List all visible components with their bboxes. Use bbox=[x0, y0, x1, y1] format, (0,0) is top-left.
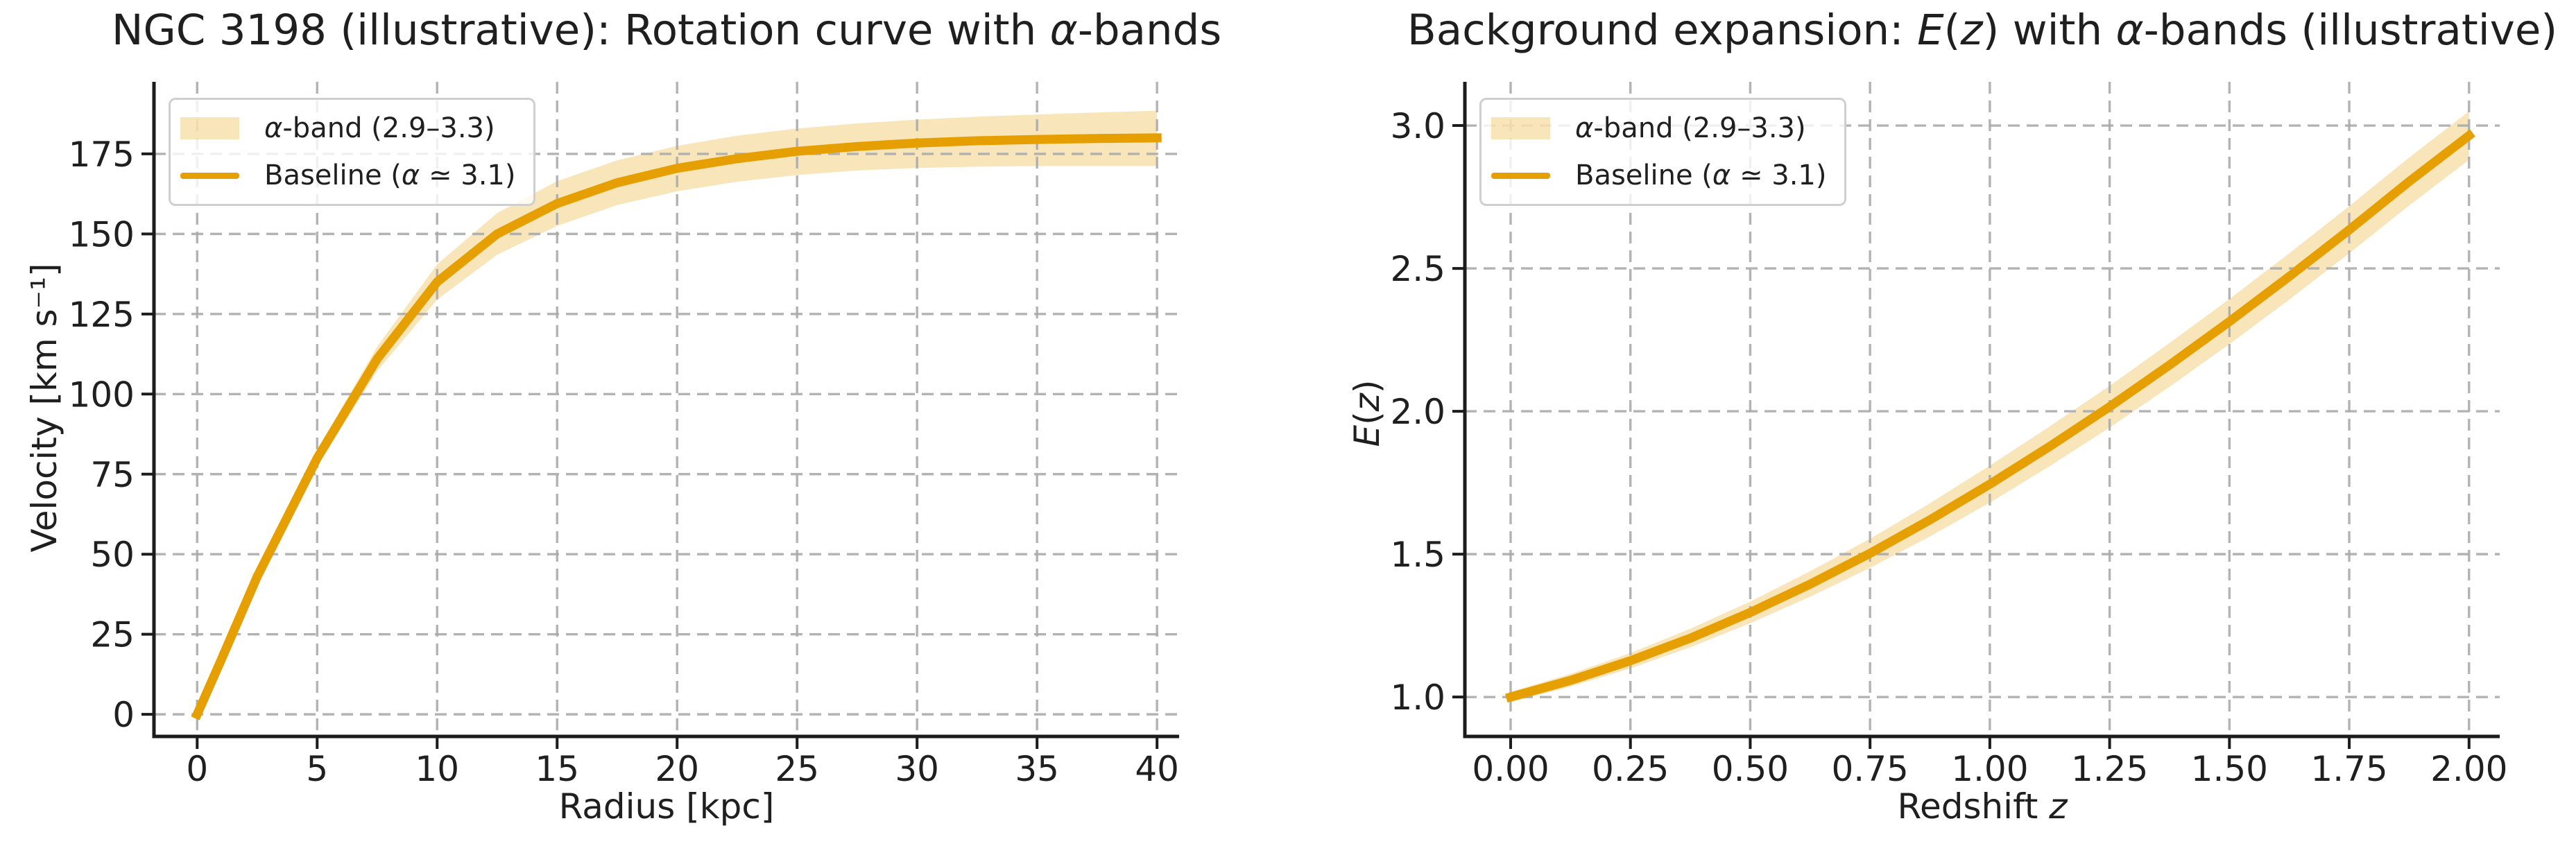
x-tick-label: 30 bbox=[895, 749, 939, 789]
x-tick-label: 1.25 bbox=[2071, 749, 2148, 789]
text-segment: -bands (illustrative) bbox=[2143, 6, 2558, 55]
text-segment: -band (2.9–3.3) bbox=[1593, 112, 1806, 144]
y-axis-label: Velocity [km s⁻¹] bbox=[24, 263, 65, 552]
legend-item-baseline: Baseline (α ≃ 3.1) bbox=[180, 159, 515, 191]
rotation-curve-chart: 0 5 10 15 20 25 30 35 40 0 25 50 75 100 125 150 175 NGC … bbox=[0, 0, 1224, 827]
legend: α-band (2.9–3.3) Baseline (α ≃ 3.1) bbox=[169, 98, 536, 206]
x-tick-label: 0 bbox=[186, 749, 208, 789]
y-tick-label: 2.5 bbox=[1390, 249, 1445, 289]
text-segment: α bbox=[1712, 159, 1731, 191]
text-segment: z bbox=[1960, 6, 1983, 55]
x-tick-label: 10 bbox=[415, 749, 459, 789]
text-segment: z bbox=[2049, 786, 2068, 827]
text-segment: ( bbox=[1347, 411, 1387, 425]
text-segment: E bbox=[1347, 424, 1387, 447]
text-segment: E bbox=[1917, 6, 1944, 55]
y-tick-label: 3.0 bbox=[1390, 106, 1445, 146]
legend-item-label: Baseline (α ≃ 3.1) bbox=[1575, 159, 1826, 191]
legend-item-label: α-band (2.9–3.3) bbox=[1575, 112, 1806, 144]
text-segment: ) bbox=[1347, 379, 1387, 394]
text-segment: NGC 3198 (illustrative): Rotation curve … bbox=[111, 6, 1050, 55]
x-tick-label: 1.50 bbox=[2191, 749, 2268, 789]
baseline-curve bbox=[1505, 129, 2475, 703]
legend: α-band (2.9–3.3) Baseline (α ≃ 3.1) bbox=[1479, 98, 1847, 206]
text-segment: ≃ 3.1) bbox=[420, 159, 516, 191]
x-tick-label: 40 bbox=[1135, 749, 1179, 789]
chart-title-clip: NGC 3198 (illustrative): Rotation curve … bbox=[0, 0, 1224, 82]
x-tick-label: 2.00 bbox=[2430, 749, 2507, 789]
text-segment: Velocity [km s⁻¹] bbox=[24, 263, 65, 553]
text-segment: α bbox=[1049, 6, 1078, 55]
y-tick-label: 175 bbox=[69, 135, 135, 175]
chart-title: NGC 3198 (illustrative): Rotation curve … bbox=[112, 6, 1221, 55]
text-segment: z bbox=[1347, 393, 1387, 412]
text-segment: Background expansion: bbox=[1407, 6, 1918, 55]
x-tick-label: 35 bbox=[1015, 749, 1059, 789]
chart-title: Background expansion: E(z) with α-bands … bbox=[1407, 6, 2557, 55]
x-tick-label: 0.50 bbox=[1712, 749, 1789, 789]
text-segment: α bbox=[264, 112, 283, 144]
x-tick-label: 15 bbox=[535, 749, 579, 789]
x-axis-label: Radius [kpc] bbox=[559, 786, 775, 827]
x-tick-label: 5 bbox=[306, 749, 328, 789]
legend-item-label: α-band (2.9–3.3) bbox=[264, 112, 495, 144]
y-tick-label: 125 bbox=[69, 295, 135, 335]
legend-item-band: α-band (2.9–3.3) bbox=[1491, 112, 1826, 144]
expansion-plot-area: 0.00 0.25 0.50 0.75 1.00 1.25 1.50 1.75 2.00 1.0 1… bbox=[1390, 82, 2507, 789]
text-segment: α bbox=[2115, 6, 2144, 55]
x-tick-label: 25 bbox=[775, 749, 819, 789]
y-tick-label: 1.5 bbox=[1390, 535, 1445, 575]
text-segment: α bbox=[1575, 112, 1594, 144]
text-segment: α bbox=[401, 159, 420, 191]
x-tick-label: 1.00 bbox=[1951, 749, 2028, 789]
x-axis-label: Redshift z bbox=[1897, 786, 2067, 827]
line-swatch bbox=[180, 172, 239, 179]
band-swatch bbox=[1491, 117, 1550, 139]
rotation-curve-plot-area: 0 5 10 15 20 25 30 35 40 0 25 50 75 100 125 150 175 bbox=[69, 82, 1179, 789]
band-swatch bbox=[180, 117, 239, 139]
legend-item-band: α-band (2.9–3.3) bbox=[180, 112, 515, 144]
x-tick-label: 20 bbox=[655, 749, 699, 789]
line-swatch bbox=[1491, 172, 1550, 179]
x-tick-label: 1.75 bbox=[2310, 749, 2387, 789]
text-segment: -bands bbox=[1077, 6, 1222, 55]
x-tick-label: 0.25 bbox=[1592, 749, 1669, 789]
text-segment: ( bbox=[1943, 6, 1961, 55]
baseline-curve bbox=[191, 133, 1162, 720]
text-segment: -band (2.9–3.3) bbox=[282, 112, 495, 144]
y-tick-label: 2.0 bbox=[1390, 392, 1445, 432]
y-tick-label: 0 bbox=[112, 695, 135, 735]
y-tick-label: 150 bbox=[69, 214, 135, 254]
y-tick-label: 25 bbox=[90, 615, 135, 655]
text-segment: Radius [kpc] bbox=[558, 786, 775, 827]
y-tick-label: 100 bbox=[69, 374, 135, 415]
chart-title-clip: Background expansion: E(z) with α-bands … bbox=[1288, 0, 2576, 82]
text-segment: Baseline ( bbox=[1575, 159, 1712, 191]
x-tick-label: 0.00 bbox=[1472, 749, 1549, 789]
y-tick-label: 75 bbox=[90, 455, 135, 495]
x-tick-label: 0.75 bbox=[1831, 749, 1908, 789]
y-tick-label: 50 bbox=[90, 535, 135, 575]
y-tick-label: 1.0 bbox=[1390, 677, 1445, 718]
text-segment: Baseline ( bbox=[264, 159, 402, 191]
text-segment: ) with bbox=[1982, 6, 2116, 55]
text-segment: Redshift bbox=[1897, 786, 2050, 827]
text-segment: ≃ 3.1) bbox=[1731, 159, 1827, 191]
legend-item-baseline: Baseline (α ≃ 3.1) bbox=[1491, 159, 1826, 191]
legend-item-label: Baseline (α ≃ 3.1) bbox=[264, 159, 515, 191]
expansion-chart: 0.00 0.25 0.50 0.75 1.00 1.25 1.50 1.75 2.00 1.0 1… bbox=[1288, 0, 2576, 846]
y-axis-label: E(z) bbox=[1347, 380, 1387, 447]
